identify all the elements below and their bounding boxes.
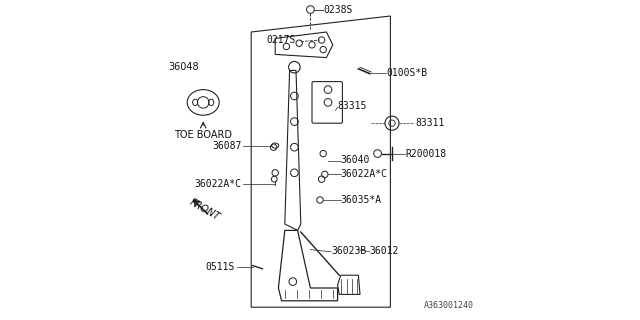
Text: 83315: 83315 [338,100,367,111]
Text: 36022A*C: 36022A*C [340,169,388,180]
Text: 36035*A: 36035*A [340,195,382,205]
Text: 36087: 36087 [212,140,242,151]
Text: 83311: 83311 [415,118,444,128]
Text: 36022A*C: 36022A*C [195,179,242,189]
Text: A363001240: A363001240 [424,301,474,310]
Text: 36012: 36012 [370,246,399,256]
Text: FRONT: FRONT [188,197,221,223]
Text: 36048: 36048 [169,62,199,72]
Text: 36040: 36040 [340,155,370,165]
Text: 0217S: 0217S [267,35,296,45]
Text: 36023B: 36023B [332,246,367,256]
Text: R200018: R200018 [406,148,447,159]
Text: TOE BOARD: TOE BOARD [174,130,232,140]
Text: 0100S*B: 0100S*B [387,68,428,78]
Text: 0511S: 0511S [206,262,236,272]
Text: 0238S: 0238S [324,4,353,15]
